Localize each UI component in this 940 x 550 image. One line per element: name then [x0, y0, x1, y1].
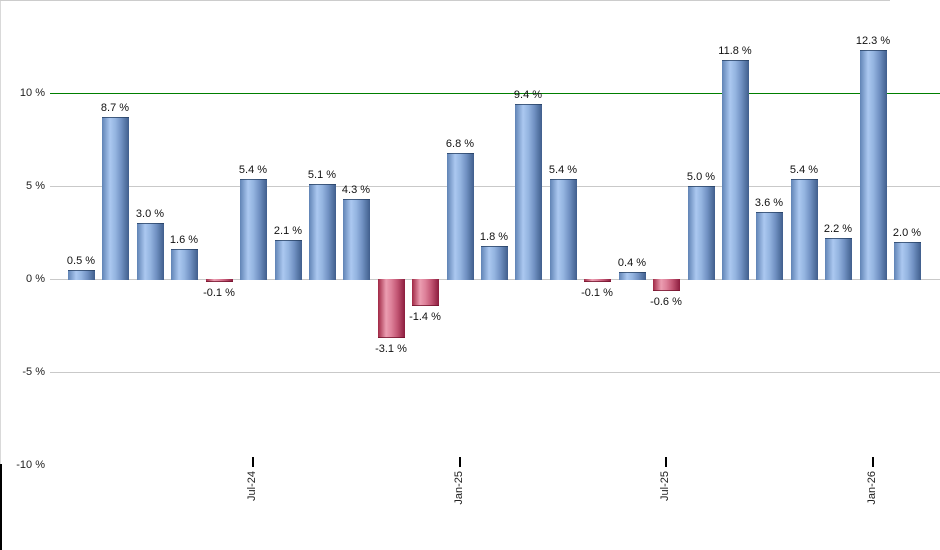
bar-value-label: 6.8 %: [445, 138, 475, 150]
bar-value-label: 8.7 %: [100, 102, 130, 114]
bar-value-label: 11.8 %: [718, 45, 752, 57]
y-axis-line: [0, 464, 2, 550]
plot-right-border: [0, 1, 1, 464]
bar-value-label: 5.0 %: [686, 171, 716, 183]
y-tick-label-5pct: 5 %: [26, 180, 45, 192]
bar-5: [206, 279, 233, 282]
x-tick-label-Jul-25: Jul-25: [659, 471, 671, 501]
x-tick-mark-Jul-24: [252, 457, 254, 467]
bar-value-label: 0.5 %: [66, 255, 96, 267]
bar-1: [68, 270, 95, 280]
x-tick-label-Jul-24: Jul-24: [246, 471, 258, 501]
y-tick-label--5pct: -5 %: [22, 366, 45, 378]
bar-value-label: 2.2 %: [823, 223, 853, 235]
bar-6: [240, 179, 267, 280]
x-tick-label-Jan-26: Jan-26: [866, 471, 878, 505]
bar-21: [756, 212, 783, 280]
bar-16: [584, 279, 611, 282]
bar-value-label: 3.6 %: [754, 197, 784, 209]
bar-value-label: 2.1 %: [273, 225, 303, 237]
bar-value-label: 5.4 %: [548, 164, 578, 176]
bar-24: [860, 50, 887, 280]
bar-2: [102, 117, 129, 280]
bar-value-label: 3.0 %: [135, 208, 165, 220]
bar-value-label: 12.3 %: [855, 35, 891, 47]
x-tick-mark-Jan-26: [872, 457, 874, 467]
y-tick-label-10pct: 10 %: [19, 87, 45, 99]
y-tick-label--10pct: -10 %: [16, 459, 45, 471]
bar-value-label: -0.6 %: [650, 296, 682, 308]
gridline--5pct: [50, 372, 940, 373]
bar-10: [378, 279, 405, 338]
bar-11: [412, 279, 439, 306]
x-tick-mark-Jul-25: [665, 457, 667, 467]
bar-18: [653, 279, 680, 291]
bar-12: [447, 153, 474, 280]
bar-value-label: 4.3 %: [341, 184, 371, 196]
x-tick-mark-Jan-25: [459, 457, 461, 467]
bar-4: [171, 249, 198, 280]
bar-23: [825, 238, 852, 280]
bar-7: [275, 240, 302, 280]
bar-value-label: -0.1 %: [203, 287, 235, 299]
reference-line-10pct: [50, 93, 940, 94]
bar-9: [343, 199, 370, 280]
bar-13: [481, 246, 508, 280]
bar-value-label: 1.6 %: [169, 234, 199, 246]
bar-value-label: -1.4 %: [409, 311, 441, 323]
bar-value-label: 5.1 %: [307, 169, 337, 181]
bar-value-label: 2.0 %: [892, 227, 922, 239]
bar-3: [137, 223, 164, 280]
bar-22: [791, 179, 818, 280]
bar-value-label: 5.4 %: [238, 164, 268, 176]
bar-value-label: 0.4 %: [617, 257, 647, 269]
bar-19: [688, 186, 715, 280]
bar-value-label: 5.4 %: [789, 164, 819, 176]
bar-25: [894, 242, 921, 280]
bar-20: [722, 60, 749, 280]
y-tick-label-0pct: 0 %: [26, 273, 45, 285]
gridline-5pct: [50, 186, 940, 187]
bar-value-label: 9.4 %: [513, 89, 543, 101]
bar-value-label: -0.1 %: [581, 287, 613, 299]
bar-8: [309, 184, 336, 280]
bar-15: [550, 179, 577, 280]
bar-value-label: 1.8 %: [479, 231, 509, 243]
bar-14: [515, 104, 542, 280]
bar-value-label: -3.1 %: [375, 343, 407, 355]
x-tick-label-Jan-25: Jan-25: [453, 471, 465, 505]
bar-17: [619, 272, 646, 280]
plot-top-border: [0, 0, 890, 1]
